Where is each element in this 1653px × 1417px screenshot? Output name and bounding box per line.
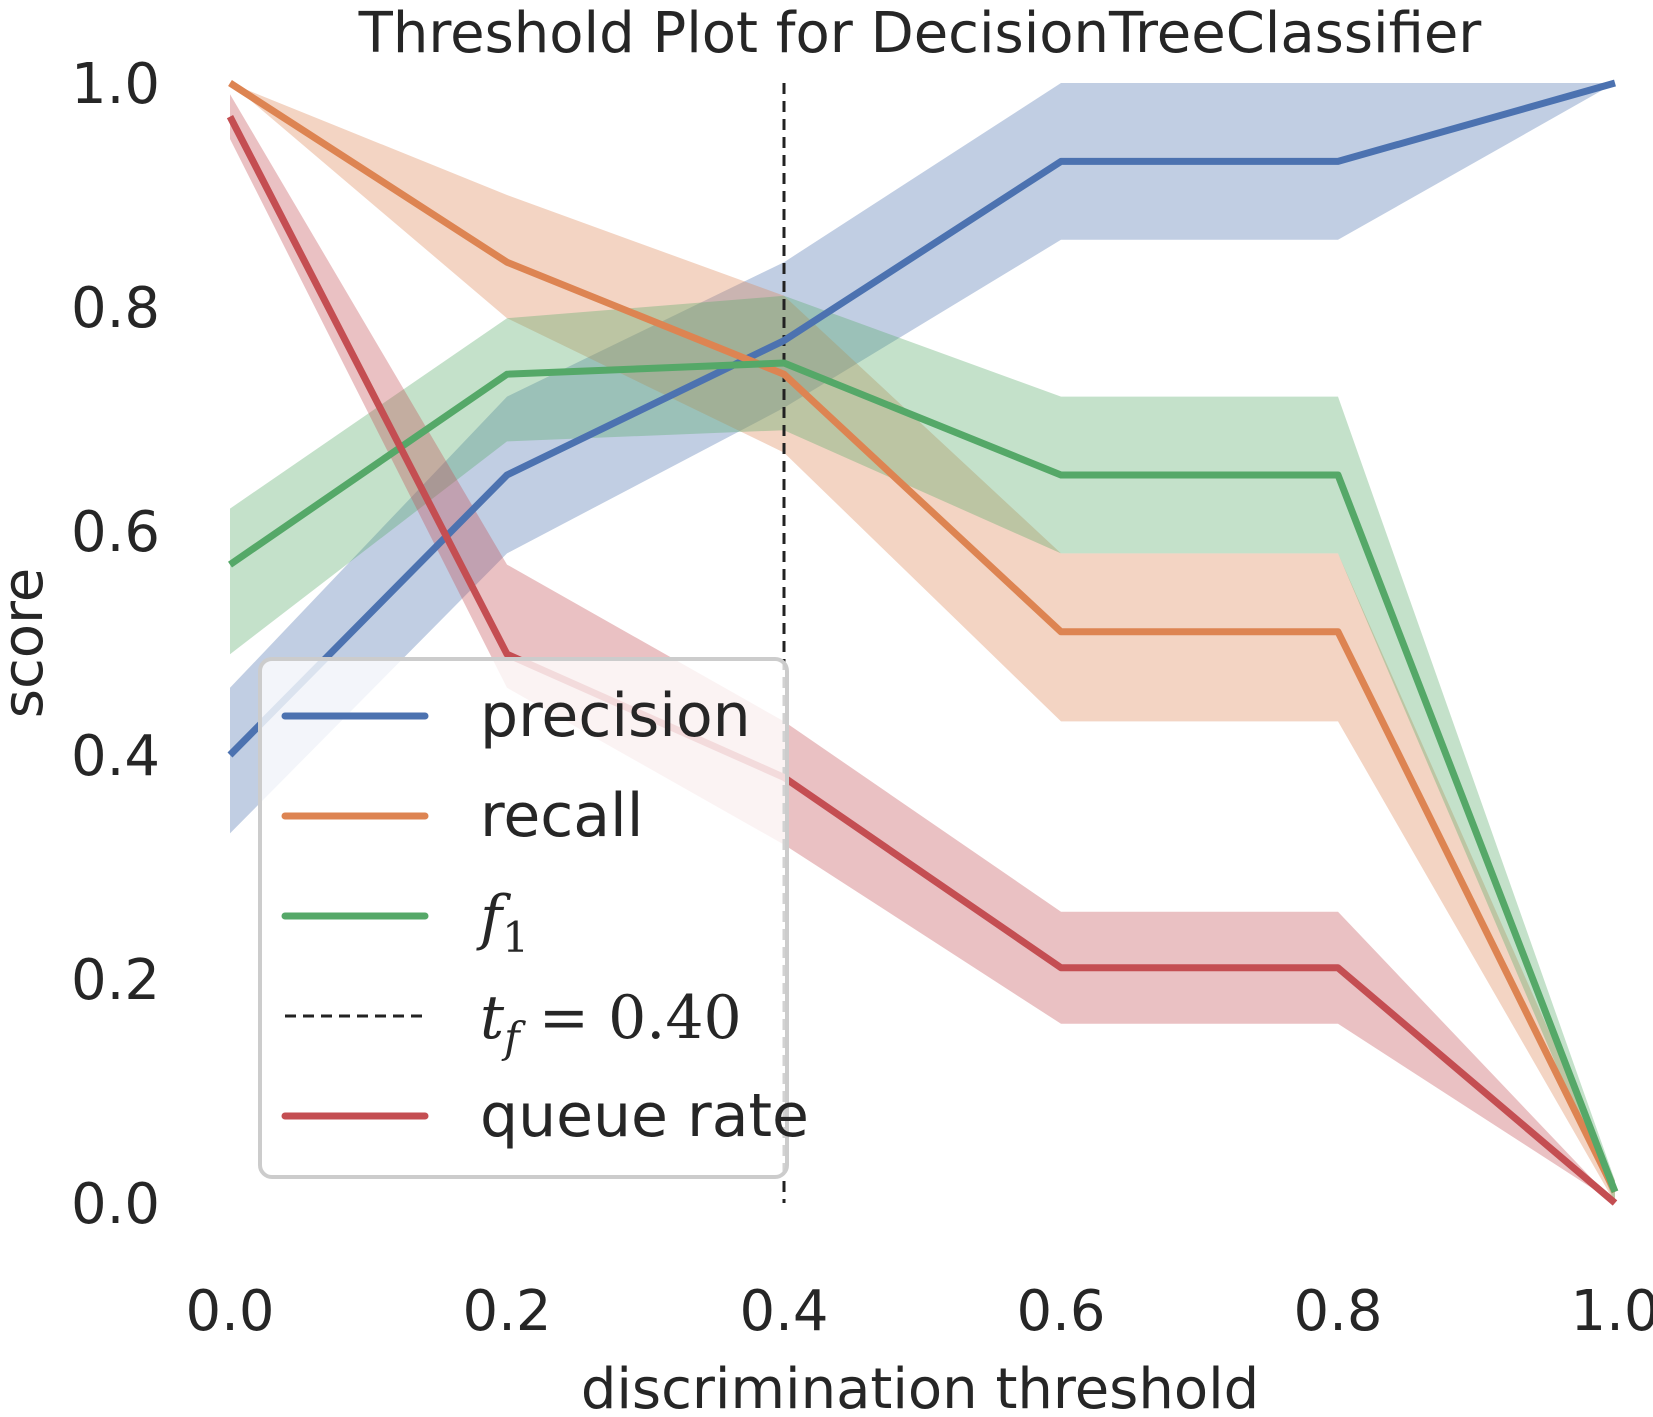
legend-label-queue-rate: queue rate bbox=[480, 1081, 809, 1151]
x-tick-label: 0.4 bbox=[739, 1279, 828, 1344]
x-tick-label: 0.8 bbox=[1293, 1279, 1382, 1344]
chart-title: Threshold Plot for DecisionTreeClassifie… bbox=[358, 1, 1483, 66]
legend-label-recall: recall bbox=[480, 781, 643, 851]
y-tick-label: 0.4 bbox=[71, 724, 160, 789]
line-f-1 bbox=[228, 359, 1619, 1194]
y-tick-label: 1.0 bbox=[71, 52, 160, 117]
legend: precision recall f1 tf = 0.40 queue rate bbox=[258, 657, 809, 1179]
line-precision bbox=[227, 79, 1616, 758]
y-axis-ticks: 0.0 0.2 0.4 0.6 0.8 1.0 bbox=[71, 52, 160, 1237]
x-tick-label: 1.0 bbox=[1570, 1279, 1653, 1344]
confidence-bands bbox=[230, 83, 1615, 1204]
band-recall bbox=[230, 83, 1615, 1203]
x-axis-label: discrimination threshold bbox=[581, 1357, 1259, 1417]
y-tick-label: 0.2 bbox=[71, 948, 160, 1013]
legend-label-threshold: tf = 0.40 bbox=[480, 983, 742, 1062]
legend-label-f-1: f1 bbox=[476, 883, 529, 962]
line-queue-rate bbox=[226, 114, 1618, 1206]
x-tick-label: 0.2 bbox=[462, 1279, 551, 1344]
x-tick-label: 0.0 bbox=[185, 1279, 274, 1344]
x-axis-ticks: 0.0 0.2 0.4 0.6 0.8 1.0 bbox=[185, 1279, 1653, 1344]
y-tick-label: 0.6 bbox=[71, 500, 160, 565]
band-f-1 bbox=[230, 295, 1615, 1203]
y-tick-label: 0.0 bbox=[71, 1172, 160, 1237]
line-recall bbox=[228, 80, 1619, 1194]
y-tick-label: 0.8 bbox=[71, 276, 160, 341]
legend-label-precision: precision bbox=[480, 681, 751, 751]
series-lines bbox=[226, 79, 1619, 1206]
y-axis-label: score bbox=[0, 568, 56, 718]
legend-box bbox=[258, 657, 789, 1179]
x-tick-label: 0.6 bbox=[1016, 1279, 1105, 1344]
band-queue-rate bbox=[230, 94, 1615, 1204]
band-precision bbox=[230, 83, 1615, 834]
